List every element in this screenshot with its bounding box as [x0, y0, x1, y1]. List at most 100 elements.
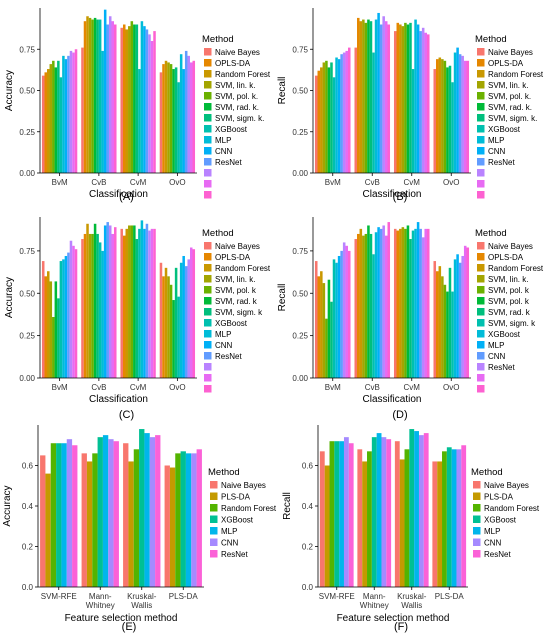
bar [106, 24, 109, 173]
bar [169, 467, 176, 587]
legend-swatch [477, 125, 485, 133]
bar [416, 222, 420, 378]
bar [72, 245, 75, 378]
legend-swatch [473, 515, 481, 523]
bar [463, 60, 467, 173]
bar [357, 233, 360, 378]
bar [367, 225, 370, 378]
bar [148, 230, 151, 378]
bar [419, 31, 422, 173]
bar [140, 220, 144, 378]
bar [74, 49, 78, 173]
bar [372, 254, 375, 378]
bar [175, 453, 181, 587]
bar [446, 67, 449, 173]
bar [103, 9, 107, 174]
bar [114, 227, 117, 378]
bar [466, 247, 470, 378]
legend-label: ResNet [215, 352, 242, 361]
x-tick-label: CvB [365, 383, 380, 392]
bar [40, 455, 46, 588]
legend-swatch [204, 70, 212, 78]
legend-swatch [477, 92, 485, 100]
legend-label: MLP [215, 136, 231, 145]
legend-label: SVM, pol. k. [215, 92, 258, 101]
bar [98, 19, 102, 173]
legend-swatch [477, 385, 485, 393]
legend-swatch [477, 352, 485, 360]
bar [122, 235, 126, 378]
x-tick-label: OvO [443, 383, 459, 392]
legend-swatch [204, 352, 212, 360]
bar [432, 461, 438, 587]
bar [179, 262, 183, 378]
bar [50, 443, 57, 587]
legend-swatch [204, 275, 212, 283]
legend-label: CNN [221, 539, 239, 548]
y-tick-label: 0.50 [19, 87, 35, 96]
bar [62, 259, 65, 378]
y-axis-title: Accuracy [4, 70, 15, 111]
bar [139, 429, 145, 587]
bar [330, 62, 333, 174]
legend-swatch [210, 538, 218, 546]
bar [404, 449, 410, 587]
bar [59, 261, 63, 378]
legend-label: Random Forest [215, 264, 271, 273]
legend-swatch [477, 158, 485, 166]
legend: Method Naive Bayes PLS-DA Random Forest XGBo… [471, 467, 540, 559]
legend-label: ResNet [488, 158, 515, 167]
bar [162, 276, 165, 378]
bar [64, 255, 68, 378]
chart-panel: 0.00 0.25 0.50 0.75 BvM CvB CvM OvO Classificati… [277, 8, 544, 203]
bar [327, 279, 331, 378]
bar [334, 441, 340, 587]
bars [41, 220, 196, 378]
bar [81, 47, 84, 173]
bar [133, 24, 136, 173]
bar [133, 449, 140, 587]
bar [453, 52, 457, 173]
legend-swatch [210, 515, 218, 523]
bar [364, 22, 368, 173]
legend: Method Naive Bayes PLS-DA Random Forest XGBo… [208, 467, 277, 559]
x-tick-label: SVM-RFE [319, 592, 355, 601]
legend-swatch [210, 481, 218, 489]
bar [189, 247, 193, 378]
y-axis-title: Accuracy [4, 277, 15, 318]
legend-swatch [204, 92, 212, 100]
bar [177, 296, 180, 378]
bar [399, 24, 402, 173]
y-tick-label: 0.2 [302, 543, 314, 552]
legend-swatch [204, 308, 212, 316]
bar [377, 227, 380, 378]
legend-label: SVM, rad. k. [488, 103, 532, 112]
bar [376, 433, 382, 587]
bar [159, 72, 163, 173]
bar [135, 239, 139, 378]
bar [143, 228, 146, 378]
bar [401, 26, 405, 174]
legend-label: XGBoost [215, 319, 248, 328]
bar [172, 69, 175, 173]
bar [347, 47, 351, 173]
bar [414, 19, 417, 173]
bar [177, 82, 180, 173]
bar [423, 433, 429, 587]
legend-swatch [210, 492, 218, 500]
bar [106, 222, 109, 378]
legend-swatch [473, 527, 481, 535]
x-axis-title: Classification [363, 189, 422, 200]
bars [314, 222, 470, 378]
legend-label: CNN [215, 147, 233, 156]
bar [187, 55, 190, 173]
x-tick-label: OvO [443, 178, 459, 187]
bar [371, 437, 377, 587]
bar [419, 228, 422, 378]
bar [96, 233, 99, 378]
x-tick-label: Kruskal-Wallis [397, 592, 427, 610]
legend-label: PLS-DA [484, 493, 514, 502]
bar [406, 225, 410, 378]
legend-title: Method [475, 34, 507, 45]
bar [409, 239, 412, 378]
